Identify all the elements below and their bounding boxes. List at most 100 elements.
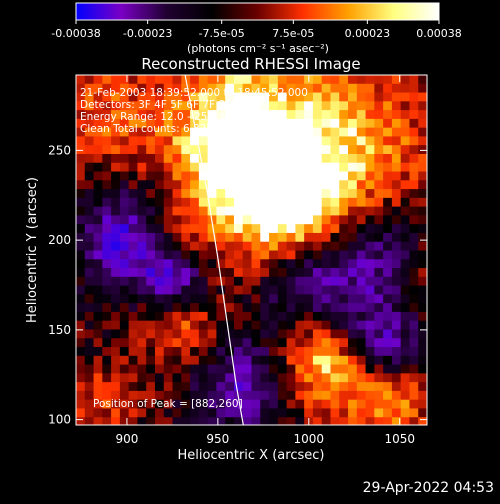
heatmap-cell	[391, 171, 402, 181]
heatmap-cell	[251, 276, 261, 287]
y-tick-label: 200	[48, 233, 71, 247]
heatmap-cell	[374, 118, 384, 129]
heatmap-cell	[312, 215, 323, 225]
heatmap-cell	[225, 197, 235, 208]
heatmap-cell	[348, 241, 358, 252]
heatmap-cell	[119, 92, 130, 102]
heatmap-cell	[93, 276, 103, 287]
heatmap-cell	[242, 180, 253, 190]
heatmap-cell	[102, 320, 112, 331]
heatmap-cell	[391, 206, 402, 217]
heatmap-cell	[93, 197, 103, 208]
heatmap-cell	[348, 101, 358, 111]
heatmap-cell	[137, 197, 147, 208]
heatmap-cell	[154, 136, 165, 146]
heatmap-cell	[269, 408, 279, 418]
heatmap-cell	[356, 118, 367, 129]
heatmap-cell	[163, 329, 174, 339]
heatmap-cell	[286, 241, 296, 252]
heatmap-cell	[286, 189, 296, 199]
heatmap-cell	[198, 232, 209, 243]
heatmap-cell	[172, 92, 182, 102]
heatmap-cell	[383, 417, 393, 425]
heatmap-cell	[409, 127, 419, 138]
heatmap-cell	[119, 145, 130, 155]
heatmap-cell	[295, 162, 305, 173]
heatmap-cell	[339, 180, 349, 190]
heatmap-cell	[102, 329, 112, 339]
heatmap-cell	[312, 338, 323, 348]
heatmap-cell	[84, 189, 95, 199]
heatmap-cell	[251, 189, 261, 199]
heatmap-cell	[225, 171, 235, 181]
heatmap-cell	[418, 285, 427, 295]
heatmap-cell	[269, 180, 279, 190]
heatmap-cell	[374, 355, 384, 366]
heatmap-cell	[154, 75, 165, 85]
heatmap-cell	[383, 206, 393, 217]
heatmap-cell	[330, 101, 340, 111]
heatmap-cell	[365, 215, 375, 225]
heatmap-cell	[128, 136, 139, 146]
heatmap-cell	[198, 259, 209, 269]
heatmap-cell	[330, 232, 340, 243]
heatmap-cell	[146, 206, 156, 217]
heatmap-cell	[172, 189, 182, 199]
heatmap-cell	[190, 215, 200, 225]
heatmap-cell	[119, 241, 130, 252]
heatmap-cell	[181, 347, 191, 357]
heatmap-cell	[356, 355, 367, 366]
heatmap-cell	[400, 171, 411, 181]
heatmap-cell	[190, 390, 200, 401]
heatmap-cell	[137, 83, 147, 94]
heatmap-cell	[330, 75, 340, 85]
heatmap-cell	[233, 250, 244, 260]
heatmap-cell	[409, 145, 419, 155]
heatmap-cell	[242, 382, 253, 392]
heatmap-cell	[330, 224, 340, 234]
heatmap-cell	[225, 320, 235, 331]
heatmap-cell	[137, 153, 147, 164]
heatmap-cell	[365, 180, 375, 190]
heatmap-cell	[286, 136, 296, 146]
heatmap-cell	[119, 311, 130, 322]
heatmap-cell	[102, 101, 112, 111]
heatmap-cell	[260, 136, 270, 146]
heatmap-cell	[418, 180, 427, 190]
heatmap-cell	[146, 180, 156, 190]
heatmap-cell	[137, 329, 147, 339]
heatmap-cell	[242, 162, 253, 173]
heatmap-cell	[225, 259, 235, 269]
heatmap-cell	[137, 145, 147, 155]
heatmap-cell	[146, 189, 156, 199]
heatmap-cell	[163, 390, 174, 401]
heatmap-cell	[93, 364, 103, 374]
heatmap-cell	[163, 75, 174, 85]
heatmap-cell	[128, 311, 139, 322]
heatmap-cell	[207, 136, 218, 146]
heatmap-cell	[181, 338, 191, 348]
heatmap-cell	[146, 127, 156, 138]
heatmap-cell	[304, 206, 314, 217]
heatmap-cell	[391, 259, 402, 269]
heatmap-cell	[137, 390, 147, 401]
heatmap-cell	[260, 92, 270, 102]
heatmap-cell	[374, 206, 384, 217]
heatmap-cell	[348, 206, 358, 217]
heatmap-cell	[295, 408, 305, 418]
heatmap-cell	[312, 417, 323, 425]
heatmap-cell	[260, 241, 270, 252]
heatmap-cell	[172, 382, 182, 392]
heatmap-cell	[374, 250, 384, 260]
heatmap-cell	[418, 101, 427, 111]
heatmap-cell	[128, 162, 139, 173]
heatmap-cell	[330, 399, 340, 410]
heatmap-cell	[409, 303, 419, 313]
x-axis-ticks: 900 950 1000 1050	[115, 75, 415, 446]
heatmap-cell	[146, 355, 156, 366]
heatmap-cell	[137, 118, 147, 129]
heatmap-cell	[374, 382, 384, 392]
heatmap-cell	[233, 338, 244, 348]
heatmap-cell	[295, 215, 305, 225]
heatmap-cell	[374, 153, 384, 164]
